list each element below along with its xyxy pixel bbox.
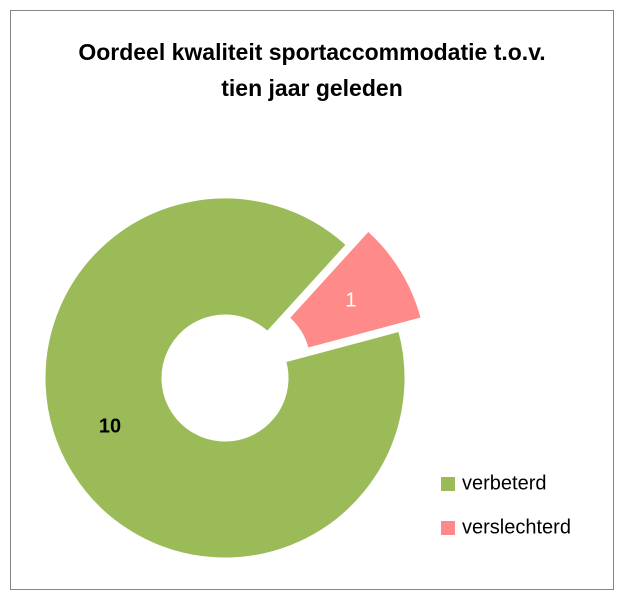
legend-label: verslechterd xyxy=(462,516,571,538)
data-label: 1 xyxy=(345,290,356,312)
legend-label: verbeterd xyxy=(462,472,547,494)
donut-slice xyxy=(288,230,422,349)
data-label: 10 xyxy=(99,415,121,437)
donut-slice xyxy=(44,197,406,559)
legend-swatch xyxy=(441,477,455,491)
legend-swatch xyxy=(441,521,455,535)
chart-title: Oordeel kwaliteit sportaccommodatie t.o.… xyxy=(78,39,546,101)
